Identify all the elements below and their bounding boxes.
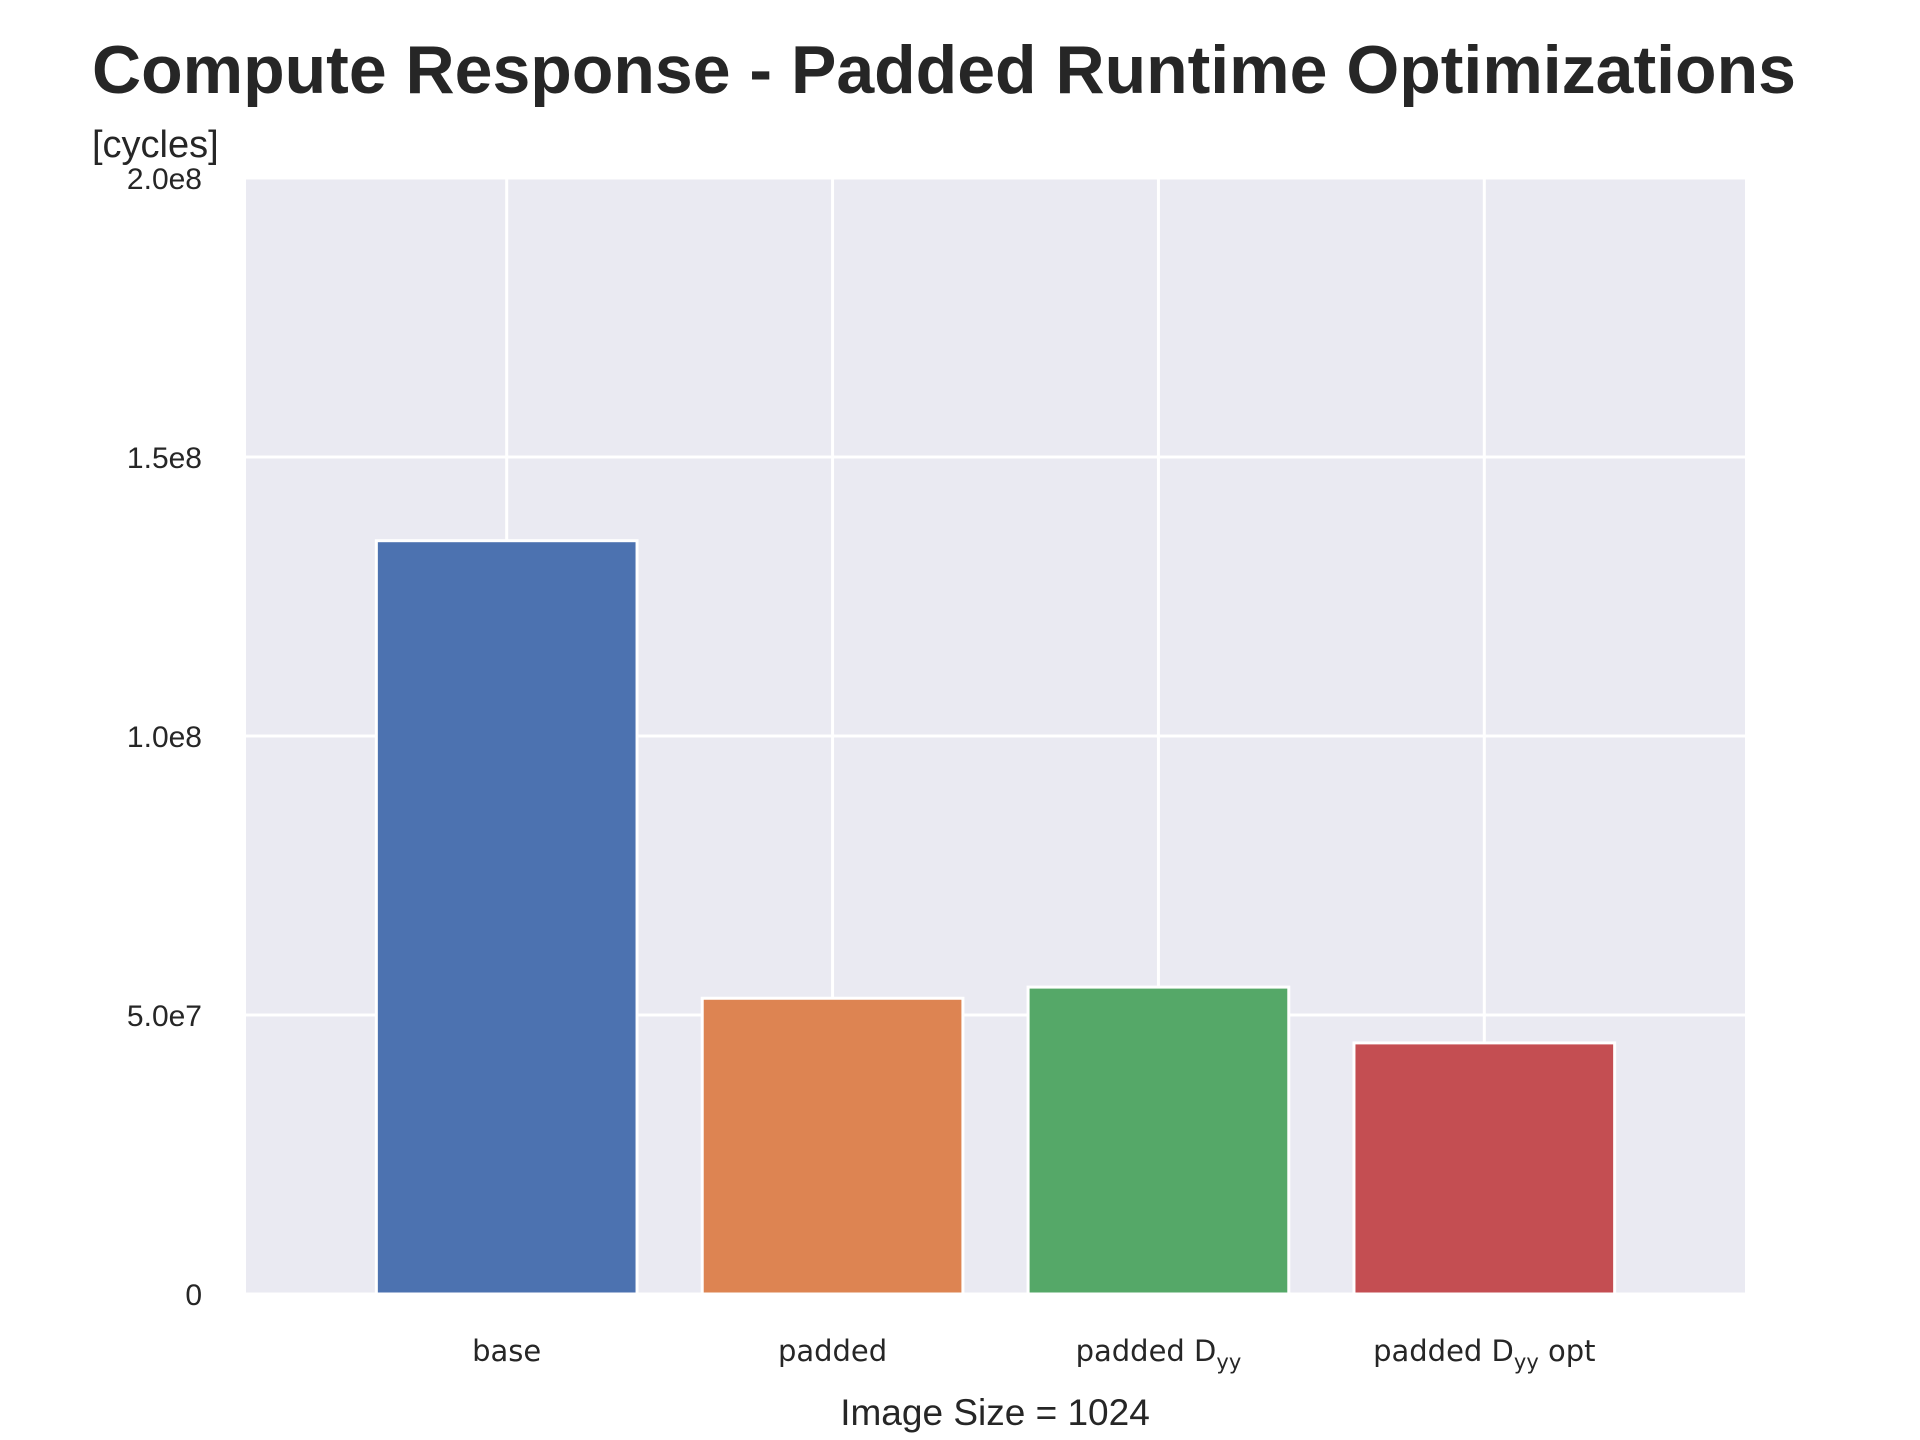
y-tick-label: 0 [185, 1279, 202, 1312]
y-axis-unit-label: [cycles] [92, 124, 219, 166]
bars [374, 539, 1617, 1296]
chart-title: Compute Response - Padded Runtime Optimi… [92, 32, 1796, 108]
x-axis-label: Image Size = 1024 [840, 1392, 1150, 1433]
y-axis-ticks: 0 5.0e7 1.0e8 1.5e8 2.0e8 [127, 163, 202, 1312]
x-tick-label: padded Dyy [1076, 1334, 1242, 1374]
y-tick-label: 1.0e8 [127, 721, 202, 754]
x-tick-label: padded [778, 1334, 887, 1368]
bar-padded [700, 996, 965, 1296]
bar-padded-dyy [1026, 985, 1291, 1296]
x-tick-label: padded Dyy opt [1373, 1334, 1595, 1374]
bar-base [374, 539, 639, 1296]
y-tick-label: 5.0e7 [127, 1000, 202, 1033]
x-tick-label: base [472, 1334, 541, 1368]
x-axis-ticks: base padded padded Dyy padded Dyy opt [472, 1334, 1595, 1374]
y-tick-label: 2.0e8 [127, 163, 202, 196]
y-tick-label: 1.5e8 [127, 442, 202, 475]
bar-padded-dyy-opt [1352, 1041, 1617, 1296]
